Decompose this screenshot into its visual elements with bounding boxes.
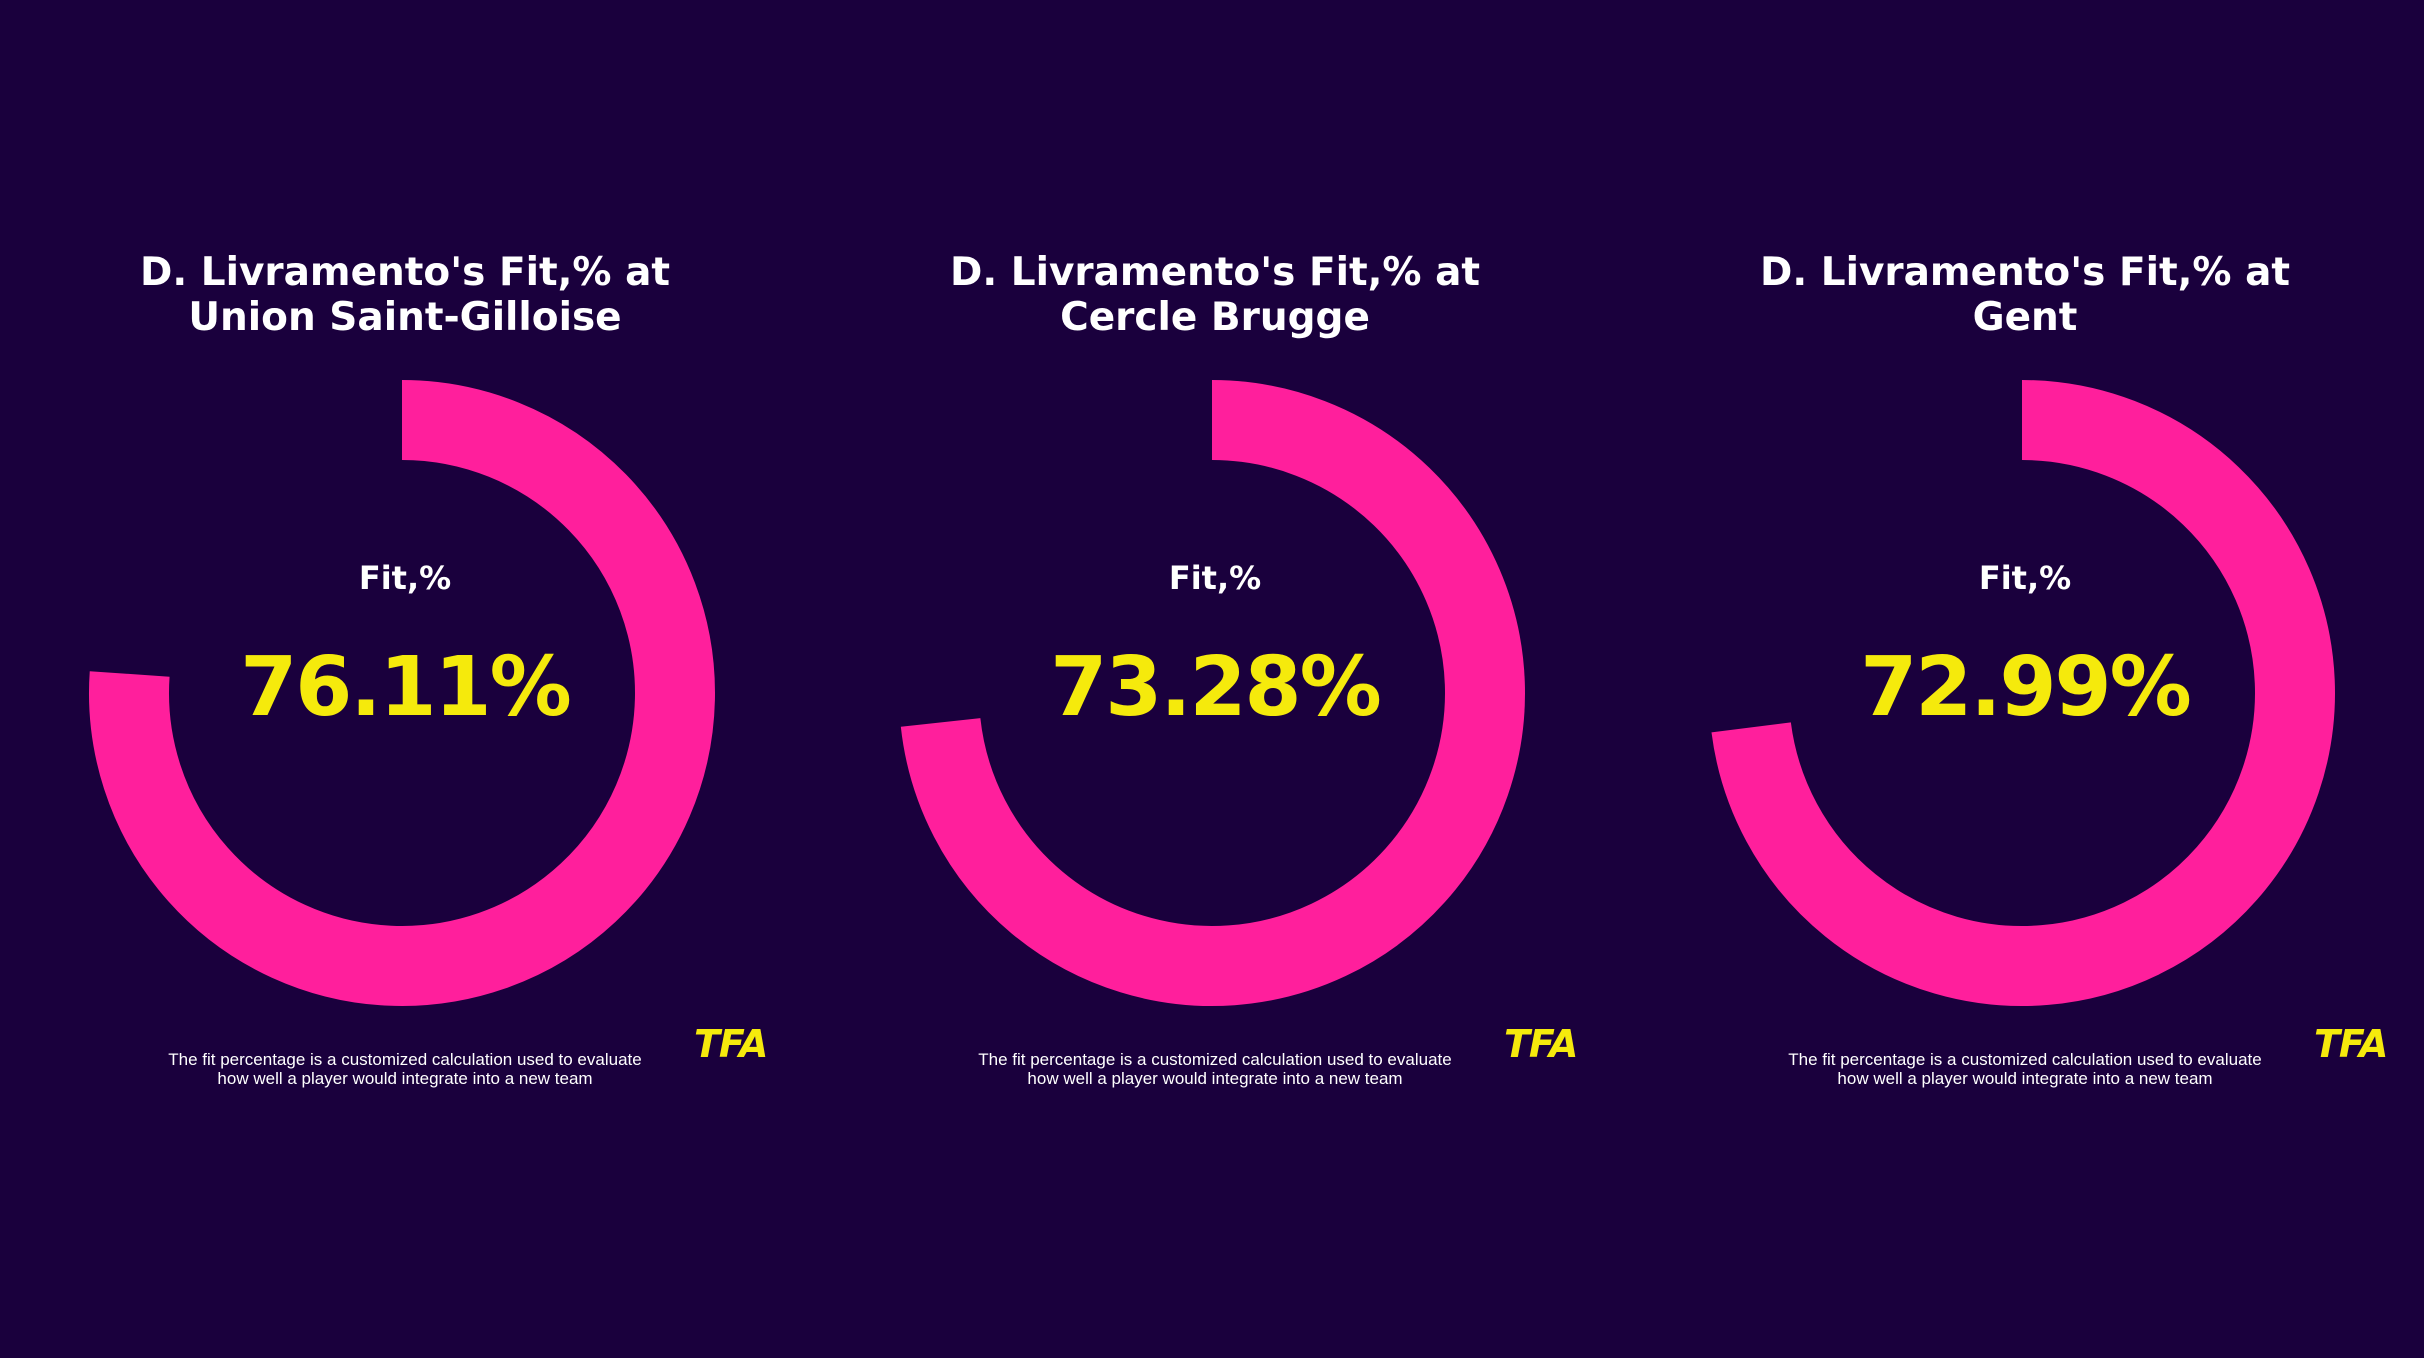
- fit-arc: [89, 380, 715, 1006]
- fit-chart-panel-2: D. Livramento's Fit,% at Cercle Brugge F…: [810, 0, 1620, 1358]
- footnote-line-1: The fit percentage is a customized calcu…: [168, 1050, 642, 1069]
- fit-arc: [1711, 380, 2335, 1006]
- chart-title-line-2: Union Saint-Gilloise: [188, 295, 622, 340]
- chart-title-line-2: Gent: [1972, 295, 2078, 340]
- chart-title-line-1: D. Livramento's Fit,% at: [139, 250, 671, 295]
- footnote-line-1: The fit percentage is a customized calcu…: [978, 1050, 1452, 1069]
- fit-chart-panel-3: D. Livramento's Fit,% at Gent Fit,% 72.9…: [1620, 0, 2424, 1358]
- chart-title-line-2: Cercle Brugge: [1060, 295, 1370, 340]
- fit-chart-panel-1: D. Livramento's Fit,% at Union Saint-Gil…: [0, 0, 810, 1358]
- center-label: Fit,%: [1168, 559, 1262, 597]
- chart-title: D. Livramento's Fit,% at Union Saint-Gil…: [0, 250, 810, 340]
- tfa-logo: TFA: [2314, 1022, 2388, 1066]
- center-label: Fit,%: [1978, 559, 2072, 597]
- fit-value: 73.28%: [1050, 640, 1382, 735]
- donut-chart: [89, 380, 715, 1006]
- chart-title: D. Livramento's Fit,% at Gent: [1620, 250, 2424, 340]
- tfa-logo: TFA: [1504, 1022, 1578, 1066]
- donut-chart: [900, 380, 1525, 1006]
- tfa-logo: TFA: [694, 1022, 768, 1066]
- center-label: Fit,%: [358, 559, 452, 597]
- footnote: The fit percentage is a customized calcu…: [1620, 1050, 2424, 1088]
- donut-chart: [1711, 380, 2335, 1006]
- footnote-line-2: how well a player would integrate into a…: [217, 1069, 593, 1088]
- fit-value: 72.99%: [1860, 640, 2192, 735]
- footnote-line-1: The fit percentage is a customized calcu…: [1788, 1050, 2262, 1069]
- fit-value: 76.11%: [240, 640, 572, 735]
- footnote: The fit percentage is a customized calcu…: [0, 1050, 810, 1088]
- footnote-line-2: how well a player would integrate into a…: [1027, 1069, 1403, 1088]
- footnote-line-2: how well a player would integrate into a…: [1837, 1069, 2213, 1088]
- footnote: The fit percentage is a customized calcu…: [810, 1050, 1620, 1088]
- chart-title: D. Livramento's Fit,% at Cercle Brugge: [810, 250, 1620, 340]
- chart-title-line-1: D. Livramento's Fit,% at: [949, 250, 1481, 295]
- chart-title-line-1: D. Livramento's Fit,% at: [1759, 250, 2291, 295]
- fit-arc: [900, 380, 1525, 1006]
